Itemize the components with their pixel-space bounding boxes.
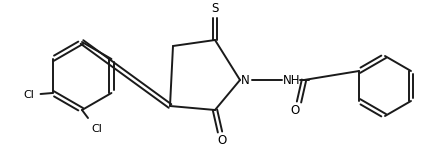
Text: N: N [240,73,249,86]
Text: O: O [217,134,226,148]
Text: Cl: Cl [23,90,34,100]
Text: S: S [211,3,219,15]
Text: NH: NH [283,73,301,86]
Text: O: O [290,104,300,118]
Text: Cl: Cl [92,124,102,134]
